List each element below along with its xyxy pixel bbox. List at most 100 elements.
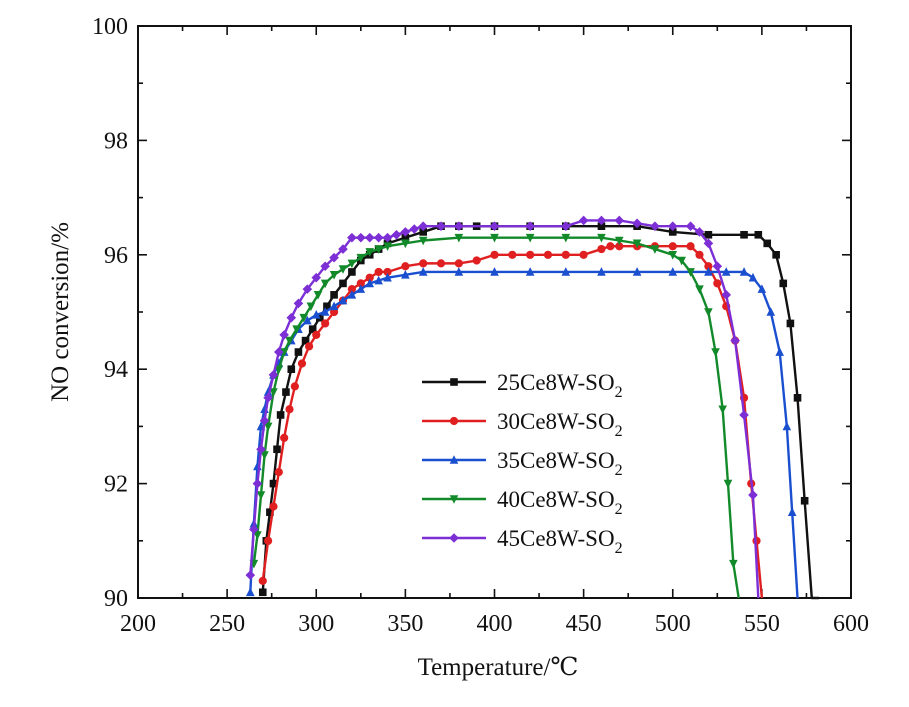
data-point xyxy=(258,588,267,597)
data-point xyxy=(329,252,339,263)
data-point xyxy=(303,315,312,325)
data-point xyxy=(766,307,776,316)
data-point xyxy=(454,259,463,268)
data-point xyxy=(713,279,722,288)
data-point xyxy=(264,536,273,545)
data-point xyxy=(391,229,402,240)
data-point xyxy=(748,272,758,282)
data-point xyxy=(712,261,723,272)
axis-ticks xyxy=(137,25,852,599)
data-point xyxy=(383,272,392,282)
data-point xyxy=(374,267,383,277)
data-point xyxy=(401,233,410,242)
data-point xyxy=(597,222,606,230)
data-point xyxy=(677,256,686,266)
data-point xyxy=(667,221,678,231)
data-point xyxy=(256,444,266,455)
data-point xyxy=(282,388,290,396)
data-point xyxy=(286,312,297,323)
data-point xyxy=(280,433,289,442)
data-point xyxy=(525,267,535,276)
data-point xyxy=(274,468,283,477)
y-tick-label: 98 xyxy=(104,128,128,154)
data-point xyxy=(779,279,788,288)
data-point xyxy=(356,253,366,263)
data-point xyxy=(330,291,338,299)
series-line xyxy=(249,270,799,599)
x-tick-label: 400 xyxy=(477,611,513,637)
data-point xyxy=(365,273,374,282)
legend-label: 45Ce8W-SO2 xyxy=(497,526,623,557)
data-point xyxy=(373,232,384,243)
data-point xyxy=(525,233,535,243)
data-point xyxy=(260,451,269,460)
legend: 25Ce8W-SO230Ce8W-SO235Ce8W-SO240Ce8W-SO2… xyxy=(422,370,623,557)
data-point xyxy=(290,382,299,391)
data-point xyxy=(596,215,607,226)
data-point xyxy=(578,215,589,226)
data-point xyxy=(347,285,356,294)
data-point xyxy=(347,232,357,243)
data-point xyxy=(269,479,278,488)
legend-entry: 30Ce8W-SO2 xyxy=(422,409,623,440)
x-tick-label: 300 xyxy=(298,611,334,637)
data-point xyxy=(730,335,740,346)
legend-label-name: 35Ce8W-SO xyxy=(497,448,615,473)
x-tick-label: 550 xyxy=(744,611,780,637)
data-point xyxy=(401,270,410,279)
data-point xyxy=(772,251,780,259)
y-tick-label: 94 xyxy=(104,357,128,383)
data-point xyxy=(489,221,500,231)
data-point xyxy=(740,230,748,239)
data-point xyxy=(312,330,321,339)
data-point xyxy=(347,259,357,269)
legend-marker xyxy=(449,495,459,504)
data-point xyxy=(347,290,357,299)
data-point xyxy=(252,478,263,489)
data-point xyxy=(775,347,784,356)
data-point xyxy=(320,307,330,316)
data-point xyxy=(311,310,321,319)
y-tick-label: 90 xyxy=(104,586,128,612)
data-point xyxy=(263,393,273,403)
data-point xyxy=(668,251,678,260)
data-point xyxy=(269,502,278,511)
data-point xyxy=(729,559,738,569)
data-point xyxy=(313,291,323,300)
data-point xyxy=(338,265,348,274)
legend-label-subscript: 2 xyxy=(615,384,623,401)
data-point xyxy=(650,221,660,231)
data-point xyxy=(245,587,255,597)
data-point xyxy=(436,259,446,268)
data-point xyxy=(694,227,705,237)
data-point xyxy=(454,233,464,243)
data-point xyxy=(321,319,330,328)
data-point xyxy=(263,422,273,432)
data-point xyxy=(632,239,642,249)
data-point xyxy=(348,268,356,276)
data-point xyxy=(299,313,309,323)
data-point xyxy=(253,531,262,540)
data-point xyxy=(268,370,279,380)
legend-label-subscript: 2 xyxy=(615,423,623,440)
data-point xyxy=(374,245,383,254)
data-point xyxy=(786,319,795,328)
data-point xyxy=(686,268,695,277)
data-point xyxy=(614,236,624,246)
data-point xyxy=(561,267,571,276)
data-point xyxy=(721,290,732,300)
legend-label-name: 25Ce8W-SO xyxy=(497,370,615,395)
legend-label: 30Ce8W-SO2 xyxy=(497,409,623,440)
data-point xyxy=(269,388,278,397)
x-axis-title: Temperature/℃ xyxy=(418,654,579,681)
data-point xyxy=(579,250,588,259)
x-tick-label: 500 xyxy=(655,611,691,637)
data-point xyxy=(297,359,307,368)
data-point xyxy=(543,250,553,259)
data-point xyxy=(364,232,375,243)
data-point xyxy=(508,250,517,259)
data-point xyxy=(365,278,375,288)
data-point xyxy=(374,275,383,285)
data-point xyxy=(787,507,797,516)
